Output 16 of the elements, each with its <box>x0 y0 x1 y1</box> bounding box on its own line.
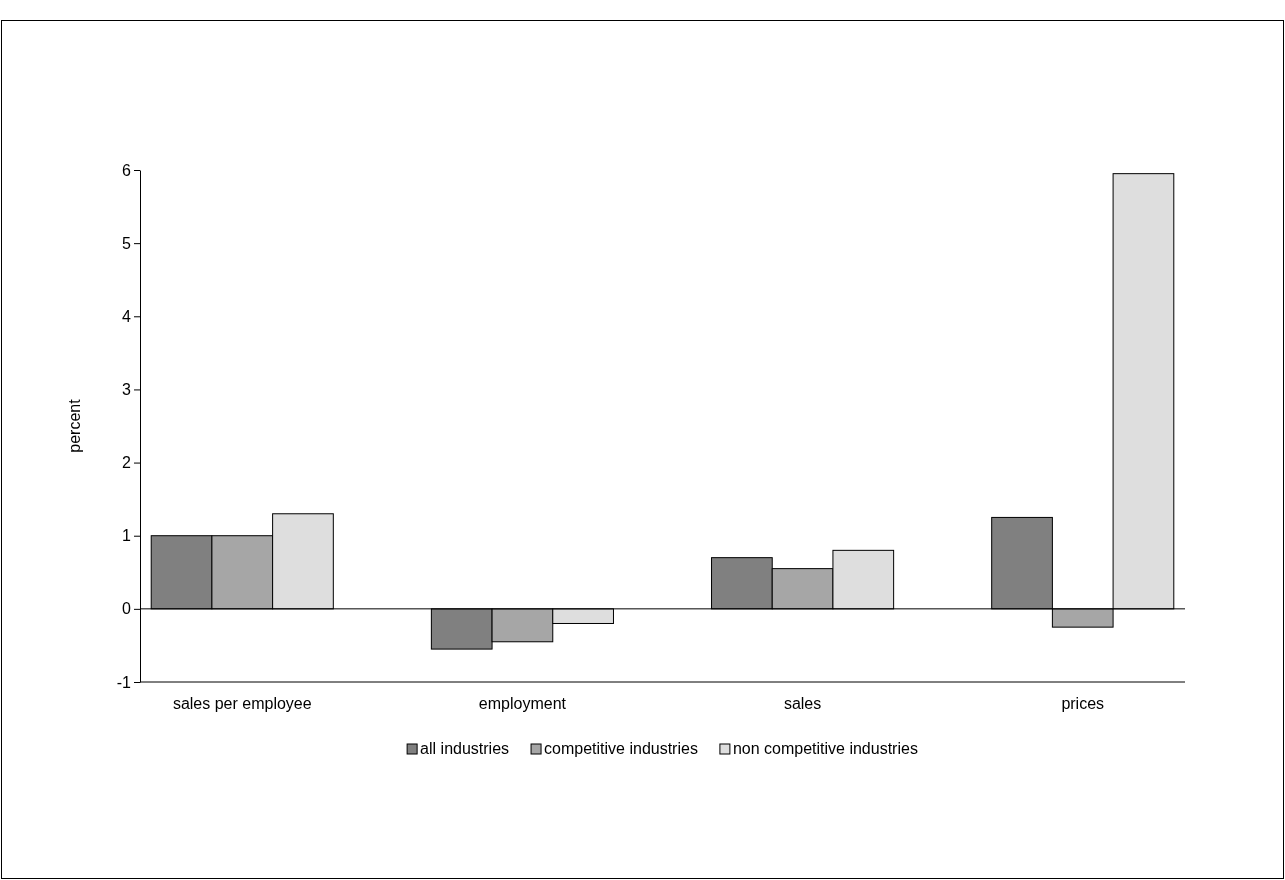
x-tick-label: sales <box>783 695 822 713</box>
y-tick-label: 3 <box>122 381 132 399</box>
x-tick-label: prices <box>1061 695 1105 713</box>
legend-label: competitive industries <box>544 740 698 757</box>
legend-label: all industries <box>420 740 510 757</box>
y-tick-label: 1 <box>122 527 132 545</box>
y-tick-label: -1 <box>116 673 132 691</box>
legend-label: non competitive industries <box>732 740 918 757</box>
x-tick-label: sales per employee <box>172 695 312 713</box>
y-tick-label: 4 <box>122 307 132 325</box>
x-tick-label: employment <box>478 695 567 713</box>
y-axis-title: percent <box>66 398 83 453</box>
y-tick-label: 6 <box>122 161 132 179</box>
y-tick-label: 0 <box>122 600 132 618</box>
y-tick-label: 2 <box>122 454 132 472</box>
y-tick-label: 5 <box>122 234 132 252</box>
